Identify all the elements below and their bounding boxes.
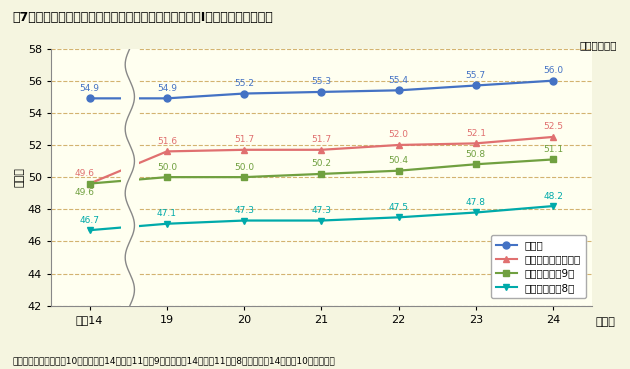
- Legend: 指定職, 行政職（一）１０級, 行政職（一）9級, 行政職（一）8級: 指定職, 行政職（一）１０級, 行政職（一）9級, 行政職（一）8級: [491, 235, 587, 298]
- Text: 47.1: 47.1: [157, 209, 177, 218]
- Text: 46.7: 46.7: [79, 215, 100, 225]
- Text: 図7　指定職及び行政職（一）８級以上の平均年齢（旧Ⅰ種採用職員）の推移: 図7 指定職及び行政職（一）８級以上の平均年齢（旧Ⅰ種採用職員）の推移: [13, 11, 273, 24]
- Text: 55.4: 55.4: [389, 76, 409, 85]
- Bar: [120, 48, 139, 306]
- Text: 55.3: 55.3: [311, 77, 331, 86]
- Text: 56.0: 56.0: [543, 66, 563, 75]
- Text: 52.0: 52.0: [389, 130, 409, 139]
- Text: 51.6: 51.6: [157, 137, 177, 146]
- Text: 51.1: 51.1: [543, 145, 563, 154]
- Text: （注）　行政職（一）10級には平成14年の旧11級、9級には平成14年の旧11級、8級には平成14年の旧10級を含む。: （注） 行政職（一）10級には平成14年の旧11級、9級には平成14年の旧11級…: [13, 356, 335, 365]
- Text: 51.7: 51.7: [234, 135, 254, 144]
- Text: （単位：歳）: （単位：歳）: [580, 41, 617, 51]
- Text: 48.2: 48.2: [543, 192, 563, 200]
- Text: 52.1: 52.1: [466, 129, 486, 138]
- Text: 50.0: 50.0: [234, 163, 254, 172]
- Text: 49.6: 49.6: [74, 189, 94, 197]
- Text: 47.8: 47.8: [466, 198, 486, 207]
- Text: 55.7: 55.7: [466, 71, 486, 80]
- Text: 50.0: 50.0: [157, 163, 177, 172]
- Text: 47.3: 47.3: [311, 206, 331, 215]
- Text: 55.2: 55.2: [234, 79, 254, 88]
- Text: 54.9: 54.9: [79, 84, 100, 93]
- Text: 47.3: 47.3: [234, 206, 254, 215]
- Text: （年）: （年）: [595, 317, 616, 327]
- Text: 50.2: 50.2: [311, 159, 331, 168]
- Text: 52.5: 52.5: [543, 123, 563, 131]
- Text: 50.4: 50.4: [389, 156, 409, 165]
- Text: 49.6: 49.6: [74, 169, 94, 178]
- Text: 50.8: 50.8: [466, 150, 486, 159]
- Text: 47.5: 47.5: [389, 203, 409, 212]
- Text: 51.7: 51.7: [311, 135, 331, 144]
- Text: 54.9: 54.9: [157, 84, 177, 93]
- Y-axis label: （歳）: （歳）: [15, 167, 25, 187]
